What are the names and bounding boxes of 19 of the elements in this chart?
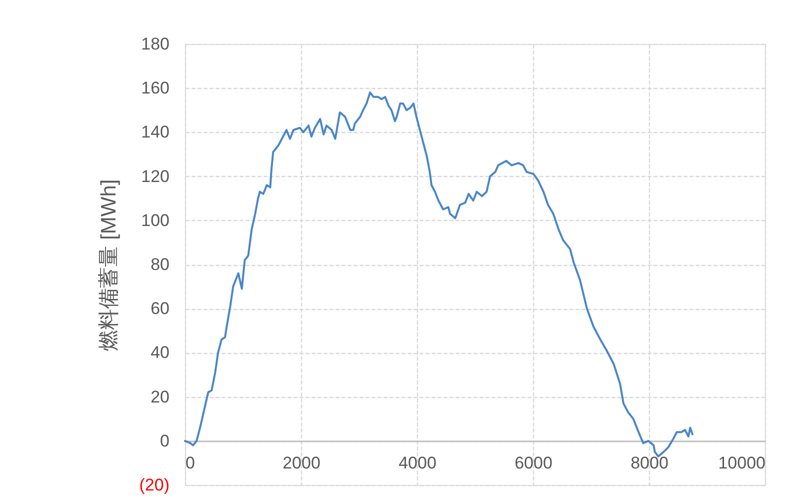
y-tick-label: 180 bbox=[141, 34, 170, 54]
x-tick-label: 6000 bbox=[514, 453, 552, 472]
y-axis-title: 燃料備蓄量 [MWh] bbox=[97, 179, 120, 351]
y-tick-label: 20 bbox=[150, 387, 170, 406]
x-tick-label: 2000 bbox=[282, 453, 320, 472]
y-tick-label: 160 bbox=[141, 78, 170, 98]
y-tick-label: 140 bbox=[141, 122, 170, 142]
y-tick-label: 40 bbox=[150, 343, 170, 362]
y-tick-label: (20) bbox=[139, 476, 170, 494]
line-series bbox=[184, 92, 694, 458]
x-tick-label: 4000 bbox=[398, 453, 436, 472]
x-tick-label: 10000 bbox=[718, 453, 766, 472]
y-tick-label: 100 bbox=[141, 210, 170, 230]
x-tick-label: 0 bbox=[186, 453, 195, 472]
x-tick-label: 8000 bbox=[630, 453, 668, 472]
y-tick-label: 60 bbox=[150, 299, 170, 318]
y-tick-label: 80 bbox=[150, 255, 170, 274]
y-tick-label: 120 bbox=[141, 166, 170, 186]
y-tick-label: 0 bbox=[160, 431, 170, 450]
